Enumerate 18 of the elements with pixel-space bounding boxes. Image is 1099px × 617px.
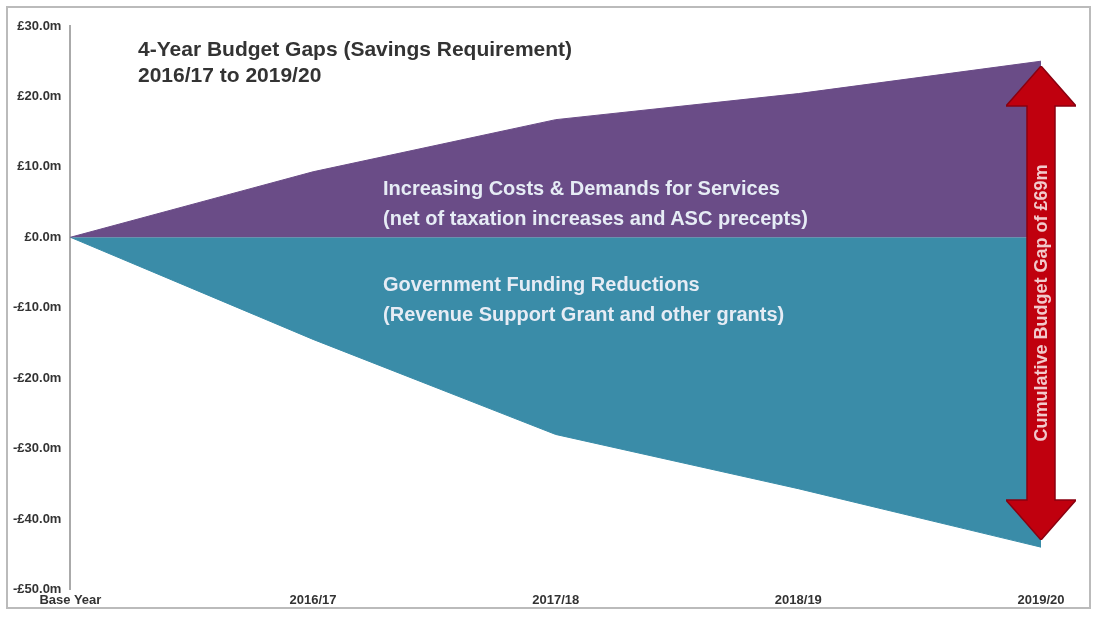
y-tick-label: £30.0m	[17, 17, 62, 33]
x-tick-label: 2019/20	[1017, 591, 1065, 607]
x-tick-label: 2018/19	[774, 591, 822, 607]
x-tick-label: 2017/18	[532, 591, 580, 607]
y-tick-label: -£50.0m	[13, 580, 62, 596]
series-label: Increasing Costs & Demands for Services (net of taxation increases and ASC precepts)	[383, 177, 808, 230]
y-tick-label: -£20.0m	[13, 369, 62, 385]
y-tick-label: -£40.0m	[13, 510, 62, 526]
text: 4-Year Budget Gaps (Savings Requirement)	[138, 36, 573, 62]
text: 2016/17 to 2019/20	[138, 62, 323, 88]
annotation: Cumulative Budget Gap of £69m	[1030, 164, 1052, 442]
y-tick-label: -£30.0m	[13, 440, 62, 456]
y-tick-label: £20.0m	[17, 88, 62, 103]
series-label: Government Funding Reductions (Revenue Support Grant and other grants)	[383, 273, 785, 326]
y-tick-label: £10.0m	[17, 158, 62, 174]
y-tick-label: £0.0m	[24, 228, 62, 244]
x-tick-label: 2016/17	[289, 591, 337, 607]
y-tick-label: -£10.0m	[13, 299, 62, 315]
